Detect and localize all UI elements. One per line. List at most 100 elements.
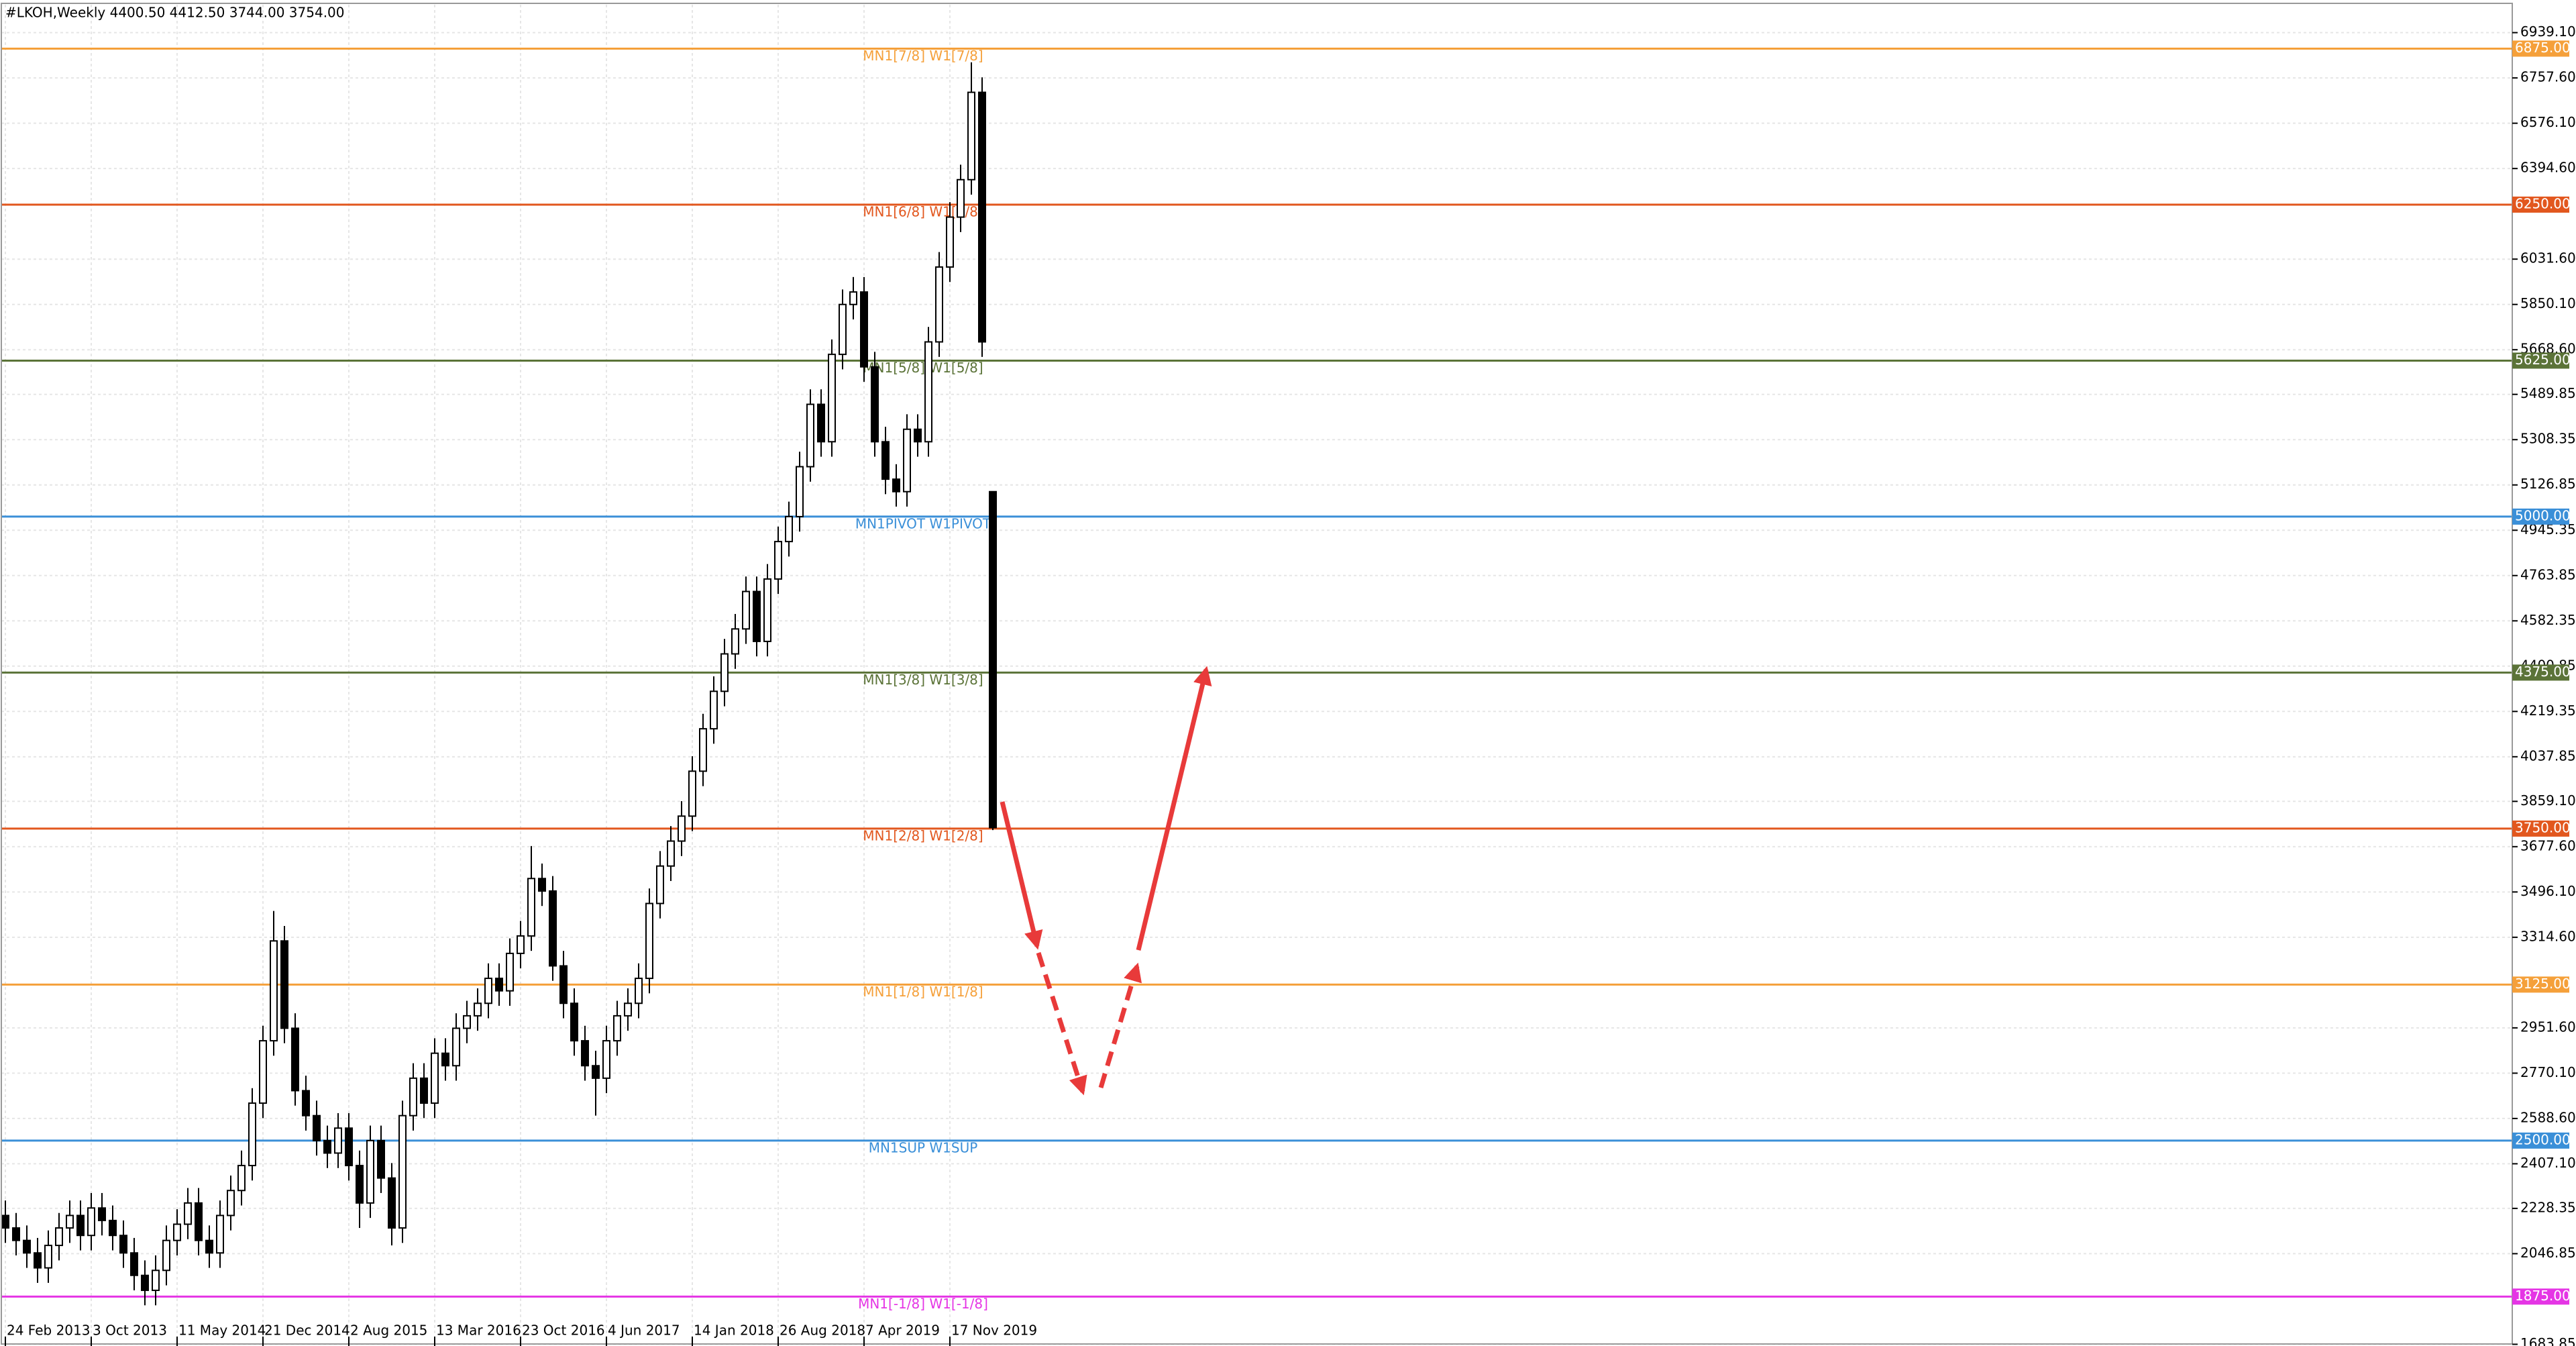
candle-body bbox=[205, 1239, 213, 1254]
candle-body bbox=[774, 541, 782, 580]
candle-body bbox=[495, 978, 503, 992]
y-tick-label: 2046.85 bbox=[2520, 1245, 2576, 1261]
candle-body bbox=[227, 1190, 235, 1216]
y-tick-label: 1683.85 bbox=[2520, 1335, 2576, 1346]
y-tick-label: 4763.85 bbox=[2520, 566, 2576, 582]
candle-body bbox=[463, 1015, 471, 1029]
candle-body bbox=[506, 952, 514, 992]
candle-body bbox=[23, 1239, 31, 1254]
level-label: MN1[6/8] W1[6/8] bbox=[863, 203, 983, 219]
candle-body bbox=[452, 1027, 460, 1067]
candle-body bbox=[484, 978, 492, 1004]
level-price-label: 5625.00 bbox=[2515, 352, 2571, 368]
level-label: MN1[7/8] W1[7/8] bbox=[863, 48, 983, 64]
candle-body bbox=[377, 1139, 385, 1179]
y-tick-label: 2770.10 bbox=[2520, 1064, 2576, 1080]
candle-body bbox=[806, 403, 814, 468]
arrow bbox=[1136, 666, 1212, 951]
candle-body bbox=[720, 653, 729, 692]
candle-body bbox=[162, 1239, 170, 1272]
level-label: MN1PIVOT W1PIVOT bbox=[855, 515, 991, 531]
candle-body bbox=[656, 865, 664, 904]
level-price-label: 6875.00 bbox=[2515, 40, 2571, 56]
candle-body bbox=[366, 1139, 374, 1204]
y-tick-label: 5489.85 bbox=[2520, 385, 2576, 401]
arrow bbox=[1036, 951, 1087, 1096]
level-label: MN1SUP W1SUP bbox=[869, 1139, 978, 1155]
level-label: MN1[5/8] W1[5/8] bbox=[863, 360, 983, 376]
candle-body bbox=[87, 1207, 95, 1237]
candle-body bbox=[645, 902, 653, 980]
candle-body bbox=[839, 303, 847, 356]
candle-body bbox=[44, 1245, 52, 1269]
candle-body bbox=[152, 1270, 160, 1292]
candle-body bbox=[624, 1002, 632, 1017]
candle-body bbox=[420, 1077, 428, 1104]
candle-body bbox=[409, 1077, 417, 1117]
level-price-box bbox=[2512, 1288, 2569, 1305]
candle-body bbox=[184, 1202, 192, 1225]
candle-body bbox=[688, 770, 696, 817]
candle-body bbox=[216, 1214, 224, 1254]
candle-body bbox=[881, 441, 890, 480]
level-price-box bbox=[2512, 196, 2569, 213]
candle-body bbox=[334, 1127, 342, 1154]
candle-body bbox=[828, 354, 836, 443]
candle-body bbox=[441, 1052, 449, 1067]
candle-body bbox=[345, 1127, 353, 1167]
level-label: MN1[1/8] W1[1/8] bbox=[863, 984, 983, 1000]
x-tick-label: 4 Jun 2017 bbox=[608, 1323, 680, 1339]
level-price-box bbox=[2512, 352, 2569, 369]
candle-body bbox=[559, 965, 568, 1004]
y-tick-label: 6394.60 bbox=[2520, 160, 2576, 176]
candle-body bbox=[549, 890, 557, 967]
y-tick-label: 5308.35 bbox=[2520, 431, 2576, 447]
x-tick-label: 24 Feb 2013 bbox=[7, 1323, 90, 1339]
candle-body bbox=[742, 590, 750, 630]
level-price-box bbox=[2512, 508, 2569, 525]
candle-body bbox=[12, 1227, 20, 1241]
candle-body bbox=[76, 1214, 85, 1237]
level-price-box bbox=[2512, 976, 2569, 993]
x-tick-label: 26 Aug 2018 bbox=[780, 1323, 865, 1339]
x-tick-label: 21 Dec 2014 bbox=[264, 1323, 350, 1339]
candle-body bbox=[667, 840, 675, 867]
candle-body bbox=[270, 940, 278, 1042]
x-tick-label: 14 Jan 2018 bbox=[694, 1323, 774, 1339]
arrow bbox=[1098, 962, 1142, 1089]
candle-body bbox=[109, 1219, 117, 1237]
level-label: MN1[2/8] W1[2/8] bbox=[863, 827, 983, 843]
candle-body bbox=[592, 1065, 600, 1079]
candle-body bbox=[356, 1165, 364, 1204]
candle-body bbox=[527, 878, 535, 937]
candle-body bbox=[398, 1115, 407, 1229]
x-tick-label: 3 Oct 2013 bbox=[93, 1323, 167, 1339]
candle-body bbox=[195, 1202, 203, 1241]
candle-body bbox=[613, 1015, 621, 1042]
level-price-label: 4375.00 bbox=[2515, 664, 2571, 680]
y-tick-label: 6031.60 bbox=[2520, 250, 2576, 266]
level-price-label: 3750.00 bbox=[2515, 819, 2571, 835]
y-tick-label: 5126.85 bbox=[2520, 476, 2576, 492]
candle-body bbox=[946, 216, 954, 268]
candle-body bbox=[914, 428, 922, 443]
level-label: MN1[-1/8] W1[-1/8] bbox=[858, 1296, 988, 1312]
level-price-label: 2500.00 bbox=[2515, 1131, 2571, 1147]
candle-body bbox=[871, 366, 879, 443]
candle-body bbox=[388, 1177, 396, 1229]
arrow bbox=[1000, 801, 1043, 950]
candle-body bbox=[699, 728, 707, 772]
y-tick-label: 2228.35 bbox=[2520, 1199, 2576, 1215]
candle-body bbox=[141, 1274, 149, 1292]
candle-body bbox=[98, 1207, 106, 1221]
candle-body bbox=[55, 1227, 63, 1247]
candle-body bbox=[570, 1002, 578, 1042]
level-price-label: 5000.00 bbox=[2515, 507, 2571, 523]
y-tick-label: 6757.60 bbox=[2520, 69, 2576, 85]
x-tick-label: 23 Oct 2016 bbox=[522, 1323, 605, 1339]
y-tick-label: 3859.10 bbox=[2520, 792, 2576, 809]
candle-body bbox=[860, 291, 868, 368]
level-price-box bbox=[2512, 664, 2569, 681]
